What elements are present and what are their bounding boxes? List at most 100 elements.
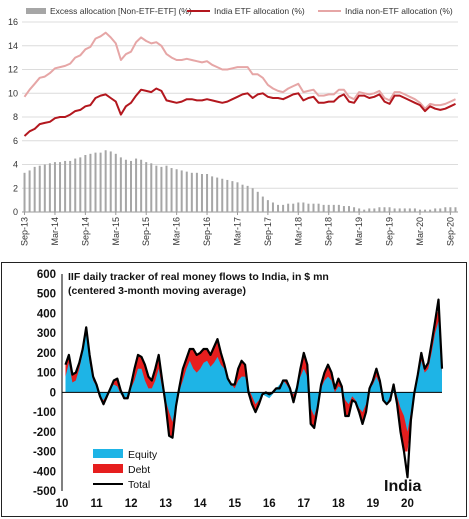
bottom-x-tick-labels: 10 11 12 13 14 15 16 17 18 19 20 — [56, 498, 414, 510]
top-y-tick-label: 4 — [13, 160, 18, 170]
excess-allocation-bar — [261, 196, 264, 212]
top-x-tick-label: Mar-17 — [232, 217, 242, 246]
excess-allocation-bar — [23, 172, 26, 212]
legend-label-etf: India ETF allocation (%) — [214, 6, 305, 16]
excess-allocation-bar — [277, 204, 280, 212]
legend-label-excess: Excess allocation [Non-ETF-ETF] (%) — [50, 6, 192, 16]
top-y-tick-label: 0 — [13, 207, 18, 217]
flow-x-tick-label: 19 — [367, 498, 380, 510]
excess-allocation-bar — [246, 185, 249, 212]
excess-allocation-bar — [33, 166, 36, 212]
excess-allocation-bar — [383, 207, 386, 212]
flow-legend: Equity Debt Total — [93, 449, 158, 491]
excess-allocation-bar — [231, 181, 234, 212]
flow-x-tick-label: 13 — [159, 498, 172, 510]
excess-allocation-bar — [28, 170, 31, 212]
excess-allocation-bar — [104, 150, 107, 212]
top-y-tick-label: 2 — [13, 183, 18, 193]
flow-y-tick-label: 300 — [37, 328, 56, 340]
flow-x-tick-label: 17 — [297, 498, 310, 510]
top-y-tick-label: 10 — [8, 88, 18, 98]
flow-y-tick-label: 0 — [50, 387, 56, 399]
excess-allocation-bar — [74, 158, 77, 212]
excess-allocation-bar — [195, 172, 198, 212]
etf-allocation-line — [23, 87, 456, 137]
excess-allocation-bar — [373, 208, 376, 212]
excess-allocation-bar — [99, 152, 102, 212]
top-x-tick-label: Sep-17 — [263, 217, 273, 246]
flow-y-tick-label: -200 — [33, 427, 56, 439]
excess-allocation-bar — [89, 153, 92, 212]
excess-allocation-bar — [145, 162, 148, 212]
flow-x-tick-label: 14 — [194, 498, 207, 510]
excess-allocation-bar — [211, 176, 214, 212]
excess-allocation-bar — [297, 202, 300, 212]
excess-allocation-bar — [439, 208, 442, 212]
region-label: India — [384, 478, 421, 495]
excess-allocation-bars — [23, 150, 457, 212]
flow-x-tick-label: 15 — [228, 498, 241, 510]
legend-label-total: Total — [128, 479, 150, 491]
excess-allocation-bar — [358, 208, 361, 212]
excess-allocation-bar — [292, 203, 295, 212]
excess-allocation-bar — [454, 207, 457, 212]
top-x-tick-label: Sep-13 — [20, 217, 30, 246]
legend-swatch-excess — [26, 8, 46, 14]
excess-allocation-bar — [413, 208, 416, 212]
excess-allocation-bar — [256, 191, 259, 212]
excess-allocation-bar — [221, 178, 224, 212]
excess-allocation-bar — [84, 155, 87, 212]
flow-total-line — [64, 298, 444, 479]
excess-allocation-bar — [94, 152, 97, 212]
excess-allocation-bar — [378, 207, 381, 212]
debt-area — [65, 309, 442, 452]
flow-x-tick-label: 16 — [263, 498, 276, 510]
excess-allocation-bar — [155, 165, 158, 212]
legend-label-equity: Equity — [128, 449, 158, 461]
legend-swatch-debt — [93, 464, 123, 473]
excess-allocation-bar — [287, 203, 290, 212]
excess-allocation-bar — [312, 203, 315, 212]
excess-allocation-bar — [79, 157, 82, 212]
excess-allocation-bar — [109, 151, 112, 212]
excess-allocation-bar — [180, 170, 183, 212]
excess-allocation-bar — [388, 207, 391, 212]
flow-y-tick-label: 200 — [37, 348, 56, 360]
top-x-tick-label: Mar-16 — [172, 217, 182, 246]
top-x-tick-label: Sep-14 — [80, 217, 90, 246]
money-flow-chart: -500-400-300-200-1000100200300400500600 … — [33, 269, 444, 510]
flow-x-tick-label: 11 — [90, 498, 103, 510]
excess-allocation-bar — [140, 159, 143, 212]
top-y-tick-labels: 0 2 4 6 8 10 12 14 16 — [8, 17, 18, 217]
flow-y-tick-label: -500 — [33, 486, 56, 498]
legend-label-non-etf: India non-ETF allocation (%) — [345, 6, 453, 16]
excess-allocation-bar — [114, 153, 117, 212]
excess-allocation-bar — [226, 179, 229, 212]
flow-x-tick-label: 10 — [56, 498, 69, 510]
excess-allocation-bar — [130, 160, 132, 212]
excess-allocation-bar — [53, 162, 56, 212]
flow-y-tick-label: 500 — [37, 289, 56, 301]
excess-allocation-bar — [64, 160, 67, 212]
excess-allocation-bar — [48, 163, 51, 212]
non-etf-allocation-line — [23, 31, 456, 110]
excess-allocation-bar — [241, 184, 244, 212]
top-x-tick-label: Mar-19 — [354, 217, 364, 246]
excess-allocation-bar — [185, 171, 188, 212]
flow-y-tick-label: -300 — [33, 447, 56, 459]
top-x-tick-label: Sep-18 — [324, 217, 334, 246]
flow-y-tick-label: -100 — [33, 407, 56, 419]
excess-allocation-bar — [216, 177, 219, 212]
legend-label-debt: Debt — [128, 464, 150, 476]
top-y-tick-label: 12 — [8, 65, 18, 75]
excess-allocation-bar — [69, 160, 72, 212]
top-x-tick-label: Sep-19 — [385, 217, 395, 246]
excess-allocation-bar — [322, 204, 325, 212]
flow-y-tick-label: 100 — [37, 368, 56, 380]
total-flow-line — [64, 298, 444, 479]
excess-allocation-bar — [449, 207, 452, 212]
excess-allocation-bar — [342, 206, 345, 212]
flow-y-tick-label: 400 — [37, 308, 56, 320]
excess-allocation-bar — [317, 203, 320, 212]
excess-allocation-bar — [160, 166, 163, 212]
